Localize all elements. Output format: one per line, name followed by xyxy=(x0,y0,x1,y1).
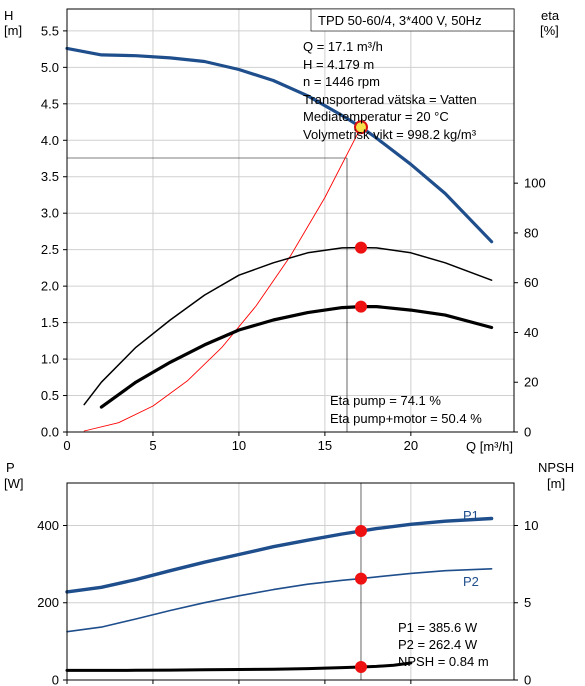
info-line-h: H = 4.179 m xyxy=(303,57,374,72)
y-right-tick-label: 100 xyxy=(524,176,546,191)
info-line-p2: P2 = 262.4 W xyxy=(398,637,478,652)
info-line-n: n = 1446 rpm xyxy=(303,74,380,89)
y-left-tick-label: 400 xyxy=(37,518,59,533)
bottom-ylabel-right-unit: [m] xyxy=(547,476,565,491)
x-tick-label: 10 xyxy=(232,438,246,453)
info-line-q: Q = 17.1 m³/h xyxy=(303,39,383,54)
bottom-series-line-1 xyxy=(66,567,493,633)
y-right-tick-label: 5 xyxy=(524,595,531,610)
y-left-tick-label: 2.5 xyxy=(41,242,59,257)
chart-title: TPD 50-60/4, 3*400 V, 50Hz xyxy=(318,13,482,28)
top-series-line-0 xyxy=(65,46,494,244)
top-plot-frame xyxy=(66,8,515,433)
top-xlabel: Q [m³/h] xyxy=(466,439,513,454)
top-operating-point-marker xyxy=(354,241,367,254)
eta-pump-motor-label: Eta pump+motor = 50.4 % xyxy=(330,411,482,426)
top-ylabel-left-unit: [m] xyxy=(4,23,22,38)
top-series-line-2 xyxy=(83,246,493,406)
y-right-tick-label: 60 xyxy=(524,275,538,290)
top-series-line-1 xyxy=(83,126,362,432)
y-right-tick-label: 40 xyxy=(524,325,538,340)
y-left-tick-label: 3.0 xyxy=(41,206,59,221)
bottom-operating-point-marker xyxy=(354,525,367,538)
series-label-p1: P1 xyxy=(463,508,479,523)
bottom-series-line-2 xyxy=(65,661,413,672)
top-ticks: 0 5 10 15 20 0.0 0.5 1.0 1.5 2.0 2.5 3.0 3.5 4.0 4.5 5.… xyxy=(41,23,546,453)
bottom-ticks: 0 200 400 0 5 10 xyxy=(37,518,538,686)
y-right-tick-label: 80 xyxy=(524,225,538,240)
y-left-tick-label: 5.5 xyxy=(41,23,59,38)
info-line-density: Volymetrisk vikt = 998.2 kg/m³ xyxy=(303,127,477,142)
info-line-p1: P1 = 385.6 W xyxy=(398,620,478,635)
bottom-ylabel-left-name: P xyxy=(6,460,15,475)
y-right-tick-label: 10 xyxy=(524,518,538,533)
title-box xyxy=(310,8,515,32)
top-series xyxy=(65,46,494,432)
series-label-p2: P2 xyxy=(463,574,479,589)
y-left-tick-label: 5.0 xyxy=(41,60,59,75)
info-line-temperature: Mediatemperatur = 20 °C xyxy=(303,109,449,124)
bottom-operating-point-marker xyxy=(354,572,367,585)
y-left-tick-label: 2.0 xyxy=(41,279,59,294)
y-left-tick-label: 4.0 xyxy=(41,133,59,148)
info-line-liquid: Transporterad vätska = Vatten xyxy=(303,92,477,107)
y-left-tick-label: 1.0 xyxy=(41,352,59,367)
info-line-npsh: NPSH = 0.84 m xyxy=(398,654,489,669)
top-series-line-3 xyxy=(99,305,494,409)
x-tick-label: 15 xyxy=(318,438,332,453)
y-right-tick-label: 0 xyxy=(524,425,531,440)
y-left-tick-label: 0.5 xyxy=(41,388,59,403)
y-left-tick-label: 3.5 xyxy=(41,169,59,184)
top-ylabel-right-unit: [%] xyxy=(540,23,559,38)
eta-pump-label: Eta pump = 74.1 % xyxy=(330,393,441,408)
bottom-ylabel-right-name: NPSH xyxy=(538,460,574,475)
x-tick-label: 0 xyxy=(63,438,70,453)
y-right-tick-label: 0 xyxy=(524,673,531,686)
bottom-plot-frame xyxy=(66,482,515,681)
bottom-operating-point-marker xyxy=(354,661,367,674)
y-left-tick-label: 4.5 xyxy=(41,96,59,111)
y-left-tick-label: 200 xyxy=(37,595,59,610)
bottom-markers xyxy=(354,525,367,674)
top-operating-point-marker xyxy=(354,300,367,313)
y-left-tick-label: 0.0 xyxy=(41,425,59,440)
bottom-ylabel-left-unit: [W] xyxy=(4,476,24,491)
y-left-tick-label: 1.5 xyxy=(41,315,59,330)
bottom-series-line-0 xyxy=(65,516,494,594)
y-right-tick-label: 20 xyxy=(524,375,538,390)
top-operating-point-marker xyxy=(353,120,368,135)
top-grid xyxy=(67,9,514,432)
top-ylabel-left-name: H xyxy=(4,8,13,23)
top-ylabel-right-name: eta xyxy=(541,8,560,23)
x-tick-label: 5 xyxy=(149,438,156,453)
top-markers xyxy=(353,120,368,313)
y-left-tick-label: 0 xyxy=(52,673,59,686)
x-tick-label: 20 xyxy=(404,438,418,453)
